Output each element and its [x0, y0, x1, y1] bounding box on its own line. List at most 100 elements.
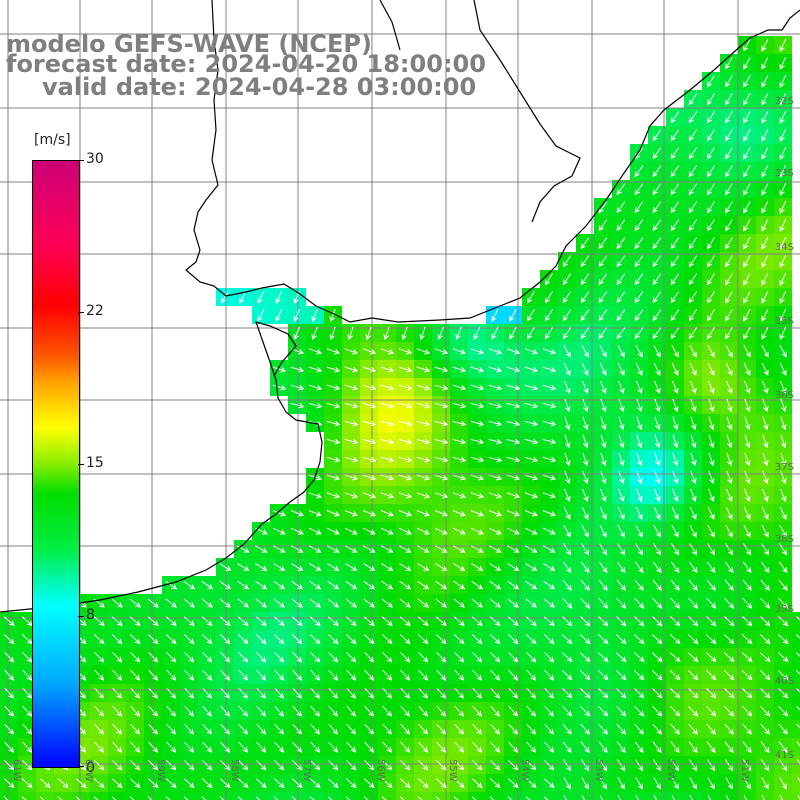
wind-arrow	[202, 723, 212, 735]
wind-arrow	[725, 183, 733, 196]
wind-arrow	[380, 348, 395, 355]
wind-arrow	[707, 506, 715, 520]
wind-arrow	[291, 778, 303, 789]
wind-arrow	[689, 525, 697, 538]
wind-arrow	[3, 778, 15, 789]
wind-arrow	[238, 760, 249, 771]
wind-arrow	[416, 438, 431, 445]
wind-arrow	[725, 327, 733, 340]
wind-arrow	[742, 723, 752, 735]
wind-arrow	[202, 760, 213, 771]
wind-speed-cell	[684, 792, 702, 800]
wind-speed-cell	[522, 792, 540, 800]
wind-arrow	[381, 616, 393, 626]
wind-arrow	[165, 796, 171, 800]
wind-arrow	[308, 402, 323, 409]
wind-arrow	[636, 452, 643, 467]
wind-speed-cell	[36, 792, 54, 800]
wind-speed-cell	[414, 792, 432, 800]
wind-arrow	[654, 452, 661, 467]
wind-arrow	[599, 543, 608, 556]
wind-arrow	[707, 165, 715, 178]
wind-arrow	[672, 470, 679, 485]
wind-arrow	[743, 543, 752, 556]
wind-arrow	[544, 723, 554, 735]
wind-arrow	[525, 634, 537, 645]
wind-arrow	[652, 165, 662, 178]
wind-arrow	[94, 669, 105, 681]
wind-arrow	[398, 492, 413, 499]
wind-arrow	[416, 366, 431, 373]
wind-arrow	[636, 398, 643, 413]
wind-arrow	[130, 760, 141, 771]
wind-arrow	[778, 759, 788, 772]
wind-arrow	[542, 438, 557, 445]
wind-arrow	[398, 402, 413, 409]
wind-arrow	[526, 669, 537, 681]
wind-arrow	[94, 687, 104, 699]
wind-arrow	[399, 598, 411, 608]
wind-arrow	[346, 705, 356, 717]
wind-arrow	[273, 563, 286, 571]
wind-arrow	[470, 384, 485, 391]
wind-arrow	[779, 326, 787, 340]
wind-arrow	[615, 670, 627, 681]
wind-arrow	[707, 75, 715, 88]
wind-arrow	[434, 384, 449, 391]
wind-arrow	[580, 688, 591, 699]
wind-arrow	[4, 669, 15, 681]
wind-arrow	[255, 634, 267, 645]
colorbar-tick-label: 30	[86, 151, 104, 167]
wind-arrow	[689, 794, 694, 800]
wind-arrow	[416, 384, 431, 391]
wind-arrow	[292, 723, 302, 735]
wind-arrow	[706, 723, 716, 735]
wind-arrow	[670, 597, 681, 609]
wind-arrow	[398, 438, 413, 445]
wind-arrow	[761, 164, 769, 178]
wind-arrow	[688, 327, 698, 340]
wind-arrow	[598, 759, 608, 772]
border-line	[379, 0, 401, 51]
wind-arrow	[183, 616, 195, 626]
wind-arrow	[436, 651, 447, 663]
wind-arrow	[690, 488, 697, 502]
wind-arrow	[4, 760, 15, 771]
wind-arrow	[436, 760, 447, 771]
wind-arrow	[561, 652, 573, 663]
wind-arrow	[434, 348, 449, 355]
wind-arrow	[742, 759, 752, 772]
wind-arrow	[634, 183, 644, 196]
wind-arrow	[237, 545, 250, 553]
wind-arrow	[777, 634, 789, 645]
wind-arrow	[525, 580, 538, 590]
wind-arrow	[618, 488, 625, 502]
wind-arrow	[363, 616, 375, 626]
wind-speed-cell	[198, 792, 216, 800]
wind-speed-cell	[738, 792, 756, 800]
wind-arrow	[470, 366, 485, 373]
wind-arrow	[309, 598, 321, 608]
wind-arrow	[744, 488, 751, 502]
wind-arrow	[184, 651, 195, 663]
wind-arrow	[779, 92, 787, 106]
wind-arrow	[761, 362, 769, 376]
wind-arrow	[436, 687, 446, 699]
wind-arrow	[635, 362, 643, 376]
wind-arrow	[326, 474, 341, 481]
wind-arrow	[219, 563, 232, 571]
wind-arrow	[344, 420, 359, 427]
border-line	[473, 0, 581, 223]
wind-arrow	[725, 506, 733, 520]
wind-arrow	[542, 384, 557, 391]
wind-arrow	[762, 488, 769, 502]
wind-arrow	[743, 777, 751, 790]
wind-arrow	[308, 348, 323, 355]
wind-arrow	[472, 687, 482, 699]
wind-arrow	[434, 420, 449, 427]
wind-arrow	[416, 527, 430, 535]
wind-arrow	[112, 669, 123, 681]
wind-arrow	[724, 579, 734, 591]
wind-arrow	[616, 291, 626, 304]
